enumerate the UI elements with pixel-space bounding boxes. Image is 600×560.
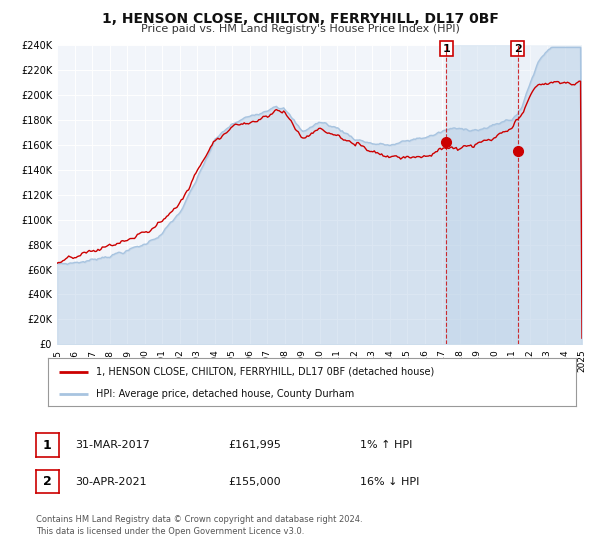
Text: 1: 1 (43, 438, 52, 452)
Text: £155,000: £155,000 (228, 477, 281, 487)
Text: 2: 2 (514, 44, 521, 54)
Text: 30-APR-2021: 30-APR-2021 (75, 477, 146, 487)
Text: Contains HM Land Registry data © Crown copyright and database right 2024.: Contains HM Land Registry data © Crown c… (36, 515, 362, 524)
Text: 1, HENSON CLOSE, CHILTON, FERRYHILL, DL17 0BF (detached house): 1, HENSON CLOSE, CHILTON, FERRYHILL, DL1… (95, 367, 434, 377)
Text: This data is licensed under the Open Government Licence v3.0.: This data is licensed under the Open Gov… (36, 528, 304, 536)
Text: 1% ↑ HPI: 1% ↑ HPI (360, 440, 412, 450)
Text: 31-MAR-2017: 31-MAR-2017 (75, 440, 150, 450)
Text: 1, HENSON CLOSE, CHILTON, FERRYHILL, DL17 0BF: 1, HENSON CLOSE, CHILTON, FERRYHILL, DL1… (101, 12, 499, 26)
Bar (446, 45, 518, 344)
Text: £161,995: £161,995 (228, 440, 281, 450)
Text: HPI: Average price, detached house, County Durham: HPI: Average price, detached house, Coun… (95, 389, 354, 399)
Text: Price paid vs. HM Land Registry's House Price Index (HPI): Price paid vs. HM Land Registry's House … (140, 24, 460, 34)
Text: 1: 1 (443, 44, 450, 54)
Bar (518, 45, 582, 344)
Text: 16% ↓ HPI: 16% ↓ HPI (360, 477, 419, 487)
Text: 2: 2 (43, 475, 52, 488)
